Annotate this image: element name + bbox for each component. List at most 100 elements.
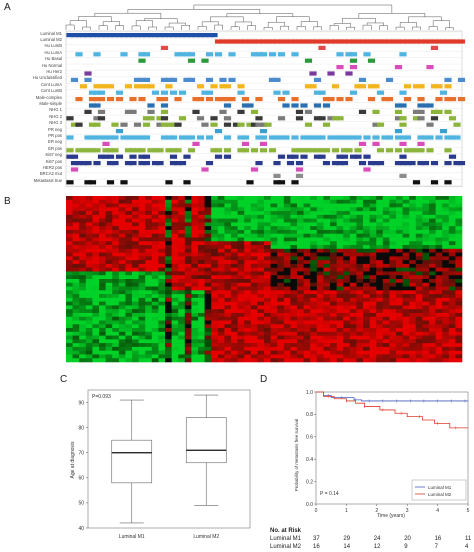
heatmap-cell <box>85 339 93 344</box>
track-label: Hu Her2 <box>46 68 62 74</box>
heatmap-cell <box>389 241 397 246</box>
track-cell <box>399 135 407 140</box>
heatmap-cell <box>415 203 423 208</box>
heatmap-cell <box>138 237 146 242</box>
track-cell <box>160 109 169 114</box>
track-cell <box>372 122 380 127</box>
track-cell <box>169 77 178 82</box>
heatmap-cell <box>217 297 225 302</box>
heatmap-cell <box>178 263 186 268</box>
heatmap-cell <box>257 305 265 310</box>
heatmap-cell <box>442 233 450 238</box>
heatmap-cell <box>448 275 456 280</box>
heatmap-cell <box>125 297 133 302</box>
heatmap-cell <box>257 267 265 272</box>
heatmap-cell <box>448 248 456 253</box>
heatmap-cell <box>376 286 384 291</box>
heatmap-cell <box>310 316 318 321</box>
heatmap-cell <box>448 301 456 306</box>
track-cell <box>426 65 434 70</box>
track-cell <box>115 129 124 134</box>
heatmap-cell <box>158 207 166 212</box>
heatmap-cell <box>343 358 351 363</box>
heatmap-cell <box>429 316 436 321</box>
heatmap-cell <box>396 305 403 310</box>
heatmap-cell <box>297 294 304 299</box>
heatmap-cell <box>105 335 113 340</box>
heatmap-cell <box>442 294 450 299</box>
track-cell <box>192 33 200 38</box>
heatmap-cell <box>217 286 225 291</box>
heatmap-cell <box>297 245 304 250</box>
heatmap-cell <box>237 354 245 359</box>
heatmap-cell <box>264 331 271 336</box>
heatmap-cell <box>211 226 219 231</box>
heatmap-cell <box>92 286 100 291</box>
heatmap-cell <box>145 271 153 276</box>
heatmap-cell <box>402 294 410 299</box>
dendrogram-branch <box>395 26 405 30</box>
track-cell <box>205 135 214 140</box>
heatmap-cell <box>382 320 390 325</box>
heatmap-cell <box>349 267 357 272</box>
heatmap-cell <box>125 196 133 201</box>
heatmap-cell <box>382 290 390 295</box>
heatmap-cell <box>132 271 139 276</box>
track-cell <box>178 90 187 95</box>
heatmap-cell <box>396 218 403 223</box>
heatmap-cell <box>125 309 133 314</box>
heatmap-cell <box>270 214 278 219</box>
heatmap-cell <box>435 256 443 261</box>
heatmap-cell <box>125 316 133 321</box>
heatmap-cell <box>369 199 377 204</box>
heatmap-cell <box>178 245 186 250</box>
heatmap-cell <box>349 335 357 340</box>
heatmap-cell <box>237 328 245 333</box>
track-cell <box>417 135 425 140</box>
heatmap-cell <box>231 328 238 333</box>
track-cell <box>430 161 439 166</box>
heatmap-cell <box>151 312 159 318</box>
heatmap-cell <box>257 358 265 363</box>
heatmap-cell <box>217 294 225 299</box>
heatmap-cell <box>217 316 225 321</box>
heatmap-cell <box>112 245 120 250</box>
heatmap-cell <box>118 312 126 318</box>
heatmap-cell <box>310 211 318 216</box>
track-cell <box>439 129 448 134</box>
heatmap-cell <box>85 267 93 272</box>
heatmap-cell <box>198 211 205 216</box>
heatmap-cell <box>396 282 403 287</box>
heatmap-cell <box>237 286 245 291</box>
heatmap-cell <box>290 312 298 318</box>
heatmap-cell <box>330 222 337 227</box>
heatmap-cell <box>224 252 232 257</box>
heatmap-cell <box>237 275 245 280</box>
heatmap-cell <box>349 346 357 351</box>
heatmap-cell <box>369 248 377 253</box>
track-cell <box>394 148 403 153</box>
heatmap-cell <box>422 346 430 351</box>
heatmap-cell <box>356 226 364 231</box>
heatmap-cell <box>257 301 265 306</box>
heatmap-cell <box>277 316 285 321</box>
heatmap-cell <box>277 343 285 348</box>
track-cell <box>228 39 236 44</box>
heatmap-cell <box>145 267 153 272</box>
heatmap-cell <box>85 279 93 284</box>
heatmap-cell <box>349 256 357 261</box>
heatmap-cell <box>85 346 93 351</box>
track-cell <box>367 84 376 89</box>
heatmap-cell <box>217 328 225 333</box>
heatmap-cell <box>79 294 87 299</box>
heatmap-cell <box>191 301 199 306</box>
heatmap-cell <box>257 279 265 284</box>
heatmap-cell <box>145 346 153 351</box>
heatmap-cell <box>349 241 357 246</box>
heatmap-cell <box>415 271 423 276</box>
track-cell <box>111 122 119 127</box>
heatmap-cell <box>283 207 291 212</box>
heatmap-cell <box>165 316 172 321</box>
heatmap-cell <box>99 301 106 306</box>
heatmap-cell <box>303 339 311 344</box>
